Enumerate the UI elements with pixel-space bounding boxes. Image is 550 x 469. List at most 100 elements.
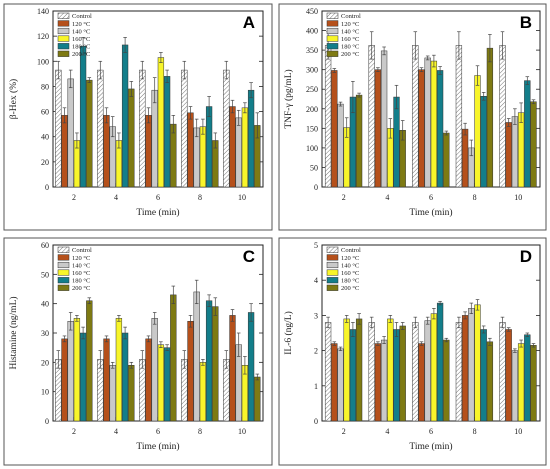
y-tick-label: 20 bbox=[41, 358, 49, 367]
bar-A-200C-t2 bbox=[86, 79, 93, 188]
panel-letter: D bbox=[520, 247, 532, 266]
bar-D-120C-t6 bbox=[418, 343, 425, 422]
bar-B-Control-t10 bbox=[499, 45, 506, 188]
bar-A-120C-t4 bbox=[103, 115, 110, 188]
bar-C-120C-t8 bbox=[187, 321, 194, 422]
bar-A-120C-t2 bbox=[61, 115, 68, 188]
y-tick-label: 140 bbox=[37, 7, 49, 16]
legend-label: 120 °C bbox=[72, 255, 90, 262]
legend-label: Control bbox=[72, 247, 92, 254]
bar-B-160C-t6 bbox=[430, 60, 438, 188]
legend-swatch bbox=[57, 269, 70, 276]
y-tick-label: 0 bbox=[314, 417, 318, 426]
bar-B-180C-t4 bbox=[393, 96, 400, 188]
legend-label: Control bbox=[72, 13, 92, 20]
y-tick-label: 100 bbox=[37, 57, 49, 66]
legend-swatch bbox=[326, 261, 339, 269]
bar-D-180C-t8 bbox=[480, 329, 487, 422]
legend-label: 140 °C bbox=[72, 28, 90, 35]
bar-D-200C-t2 bbox=[355, 318, 363, 422]
y-axis-label: β-Hex (%) bbox=[8, 79, 19, 119]
x-tick-label: 6 bbox=[429, 193, 433, 202]
bar-A-180C-t2 bbox=[79, 45, 87, 188]
bar-D-200C-t10 bbox=[530, 345, 537, 422]
bar-B-Control-t8 bbox=[455, 45, 463, 188]
bar-D-180C-t2 bbox=[349, 329, 357, 422]
bar-A-180C-t6 bbox=[163, 76, 171, 188]
bar-B-200C-t2 bbox=[355, 94, 363, 188]
bar-C-160C-t4 bbox=[115, 318, 123, 422]
bar-D-Control-t10 bbox=[499, 322, 506, 422]
y-tick-label: 300 bbox=[306, 66, 318, 75]
x-tick-label: 2 bbox=[342, 193, 346, 202]
x-axis-label: Time (min) bbox=[136, 441, 179, 452]
bar-D-160C-t2 bbox=[343, 318, 350, 422]
legend-swatch bbox=[326, 20, 339, 27]
bar-D-Control-t8 bbox=[455, 322, 463, 422]
bar-A-140C-t2 bbox=[67, 78, 74, 188]
legend-swatch bbox=[326, 284, 339, 291]
y-tick-label: 3 bbox=[314, 311, 318, 320]
bar-A-140C-t10 bbox=[235, 117, 242, 188]
bar-D-160C-t6 bbox=[430, 313, 438, 422]
legend-label: 120 °C bbox=[341, 21, 359, 28]
bar-B-140C-t10 bbox=[511, 116, 519, 188]
x-tick-label: 4 bbox=[114, 427, 118, 436]
bar-A-180C-t4 bbox=[121, 44, 129, 188]
bar-B-200C-t10 bbox=[530, 101, 537, 188]
bar-B-120C-t10 bbox=[505, 122, 512, 188]
bar-C-180C-t2 bbox=[79, 332, 87, 422]
bar-D-160C-t10 bbox=[517, 343, 525, 422]
bar-C-Control-t8 bbox=[181, 359, 188, 422]
y-axis-label: IL-6 (ng/L) bbox=[283, 311, 294, 355]
legend-label: 160 °C bbox=[72, 270, 90, 277]
bar-B-120C-t8 bbox=[461, 128, 469, 188]
legend-label: 140 °C bbox=[341, 262, 359, 269]
bar-C-180C-t8 bbox=[205, 300, 213, 422]
y-tick-label: 200 bbox=[306, 105, 318, 114]
bar-C-140C-t4 bbox=[109, 365, 116, 422]
bar-A-160C-t8 bbox=[199, 126, 207, 188]
bar-D-Control-t2 bbox=[324, 322, 332, 422]
y-tick-label: 0 bbox=[314, 183, 318, 192]
y-tick-label: 30 bbox=[41, 329, 49, 338]
x-tick-label: 6 bbox=[429, 427, 433, 436]
bar-B-120C-t4 bbox=[374, 69, 382, 188]
x-tick-label: 2 bbox=[72, 193, 76, 202]
legend-swatch bbox=[57, 50, 70, 57]
legend-swatch bbox=[57, 284, 70, 291]
x-tick-label: 10 bbox=[238, 193, 246, 202]
x-tick-label: 6 bbox=[156, 193, 160, 202]
legend-label: 140 °C bbox=[72, 262, 90, 269]
y-tick-label: 350 bbox=[306, 46, 318, 55]
legend-swatch bbox=[57, 20, 70, 27]
bar-A-120C-t8 bbox=[187, 112, 194, 188]
y-tick-label: 4 bbox=[314, 276, 318, 285]
legend-swatch bbox=[57, 12, 70, 19]
bar-B-180C-t10 bbox=[524, 80, 531, 188]
bar-B-Control-t4 bbox=[368, 45, 375, 188]
legend-swatch bbox=[57, 246, 70, 253]
y-tick-label: 450 bbox=[306, 7, 318, 16]
bar-D-160C-t4 bbox=[387, 318, 394, 422]
legend-swatch bbox=[326, 12, 339, 19]
bar-C-180C-t4 bbox=[121, 332, 129, 422]
bar-A-120C-t6 bbox=[145, 115, 152, 188]
bar-C-160C-t8 bbox=[199, 362, 207, 422]
legend-label: 180 °C bbox=[341, 44, 359, 51]
x-tick-label: 6 bbox=[156, 427, 160, 436]
bar-A-180C-t8 bbox=[205, 106, 213, 188]
bar-D-140C-t6 bbox=[424, 320, 431, 422]
x-tick-label: 10 bbox=[514, 427, 522, 436]
x-tick-label: 8 bbox=[198, 427, 202, 436]
bar-B-140C-t2 bbox=[337, 103, 344, 188]
x-tick-label: 10 bbox=[514, 193, 522, 202]
legend-swatch bbox=[57, 35, 70, 42]
bar-B-Control-t2 bbox=[324, 45, 332, 188]
legend-label: 160 °C bbox=[72, 36, 90, 43]
panel-C: 0 10 20 30 40 50 60 2 4 6 8 10 Time (min) Histamine (… bbox=[3, 237, 273, 466]
panel-letter: A bbox=[243, 13, 255, 32]
bar-A-Control-t6 bbox=[139, 69, 146, 188]
bar-C-120C-t2 bbox=[61, 338, 68, 422]
